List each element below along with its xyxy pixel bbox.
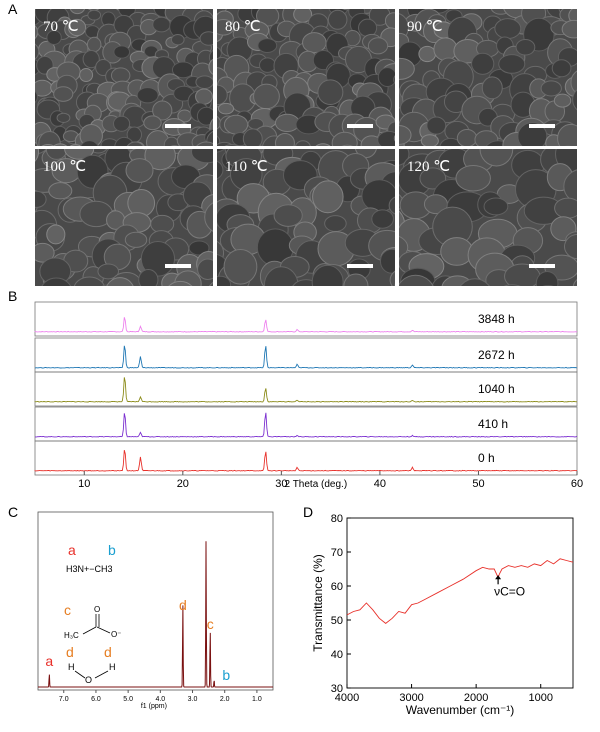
xrd-x-tick-label: 30 (275, 478, 287, 490)
sem-temperature-label: 80 ℃ (225, 19, 261, 35)
ftir-y-tick-label: 70 (331, 547, 343, 559)
sem-image: 90 ℃ (399, 9, 577, 146)
xrd-pattern-chart: 3848 h 2672 h 1040 h 410 h 0 h 10 20 30 40 50 60 2 … (34, 301, 583, 490)
panel-label-c: C (8, 504, 19, 520)
nmr-x-axis-label: f1 (ppm) (141, 703, 167, 710)
sem-grain-texture (399, 9, 577, 146)
acetate-bond (96, 626, 111, 634)
xrd-x-axis-label: 2 Theta (deg.) (285, 479, 348, 490)
xrd-trace-label: 0 h (478, 451, 495, 465)
xrd-x-tick-label: 10 (78, 478, 90, 490)
ftir-annotation-arrowhead (495, 575, 502, 580)
ftir-y-tick-label: 30 (331, 683, 343, 695)
xrd-trace (34, 345, 578, 369)
xrd-trace (34, 449, 578, 472)
scale-bar (347, 264, 373, 268)
sem-temperature-label: 110 ℃ (225, 159, 268, 175)
sem-image: 120 ℃ (399, 149, 577, 286)
ftir-x-tick-label: 4000 (335, 692, 359, 704)
sem-image: 110 ℃ (217, 149, 395, 286)
ftir-trace (346, 558, 574, 624)
ftir-y-tick-label: 40 (331, 649, 343, 661)
nmr-legend-d1: d (66, 644, 74, 660)
nmr-trace (38, 541, 273, 688)
water-bond (94, 670, 109, 679)
ftir-frame (346, 517, 574, 689)
xrd-trace-label: 3848 h (478, 312, 515, 326)
nmr-x-tick-label: 1.0 (252, 696, 262, 703)
nmr-legend-a: a (68, 542, 76, 558)
nmr-legend-c: c (64, 602, 71, 618)
ftir-annotation: νC=O (494, 585, 525, 599)
ftir-spectrum-chart: 30 40 50 60 70 80 4000 3000 2000 1000 Wavenumber (… (311, 513, 574, 717)
panel-label-b: B (8, 288, 18, 304)
ftir-x-tick-label: 3000 (399, 692, 423, 704)
nmr-x-tick-label: 7.0 (59, 696, 69, 703)
sem-image: 100 ℃ (35, 149, 213, 286)
ftir-x-tick-label: 1000 (528, 692, 552, 704)
xrd-x-tick-label: 50 (472, 478, 484, 490)
xrd-trace-frame (34, 371, 578, 407)
xrd-trace-frame (34, 440, 578, 476)
sem-temperature-label: 120 ℃ (407, 159, 451, 175)
panel-label-a: A (8, 1, 18, 17)
sem-grain-texture (399, 149, 577, 286)
nmr-x-tick-label: 2.0 (220, 696, 230, 703)
ftir-y-tick-label: 50 (331, 615, 343, 627)
methylammonium-structure: H3N+−CH3 (66, 564, 113, 574)
xrd-x-tick-label: 60 (571, 478, 583, 490)
nmr-legend-d2: d (104, 644, 112, 660)
acetate-oxygen: O (94, 605, 100, 614)
acetate-bond (82, 626, 97, 635)
xrd-trace-frame (34, 301, 578, 337)
xrd-x-tick-label: 40 (374, 478, 386, 490)
sem-temperature-label: 90 ℃ (407, 19, 443, 35)
xrd-trace-label: 2672 h (478, 348, 515, 362)
nmr-frame (37, 511, 274, 691)
scale-bar (529, 264, 555, 268)
water-bond (74, 670, 86, 679)
nmr-legend-b: b (108, 542, 116, 558)
scale-bar (165, 124, 191, 128)
sem-grain-texture (35, 149, 213, 286)
sem-grain-texture (217, 9, 395, 146)
xrd-trace-label: 410 h (478, 417, 508, 431)
acetate-oxygen-minus: O⁻ (111, 630, 121, 639)
ftir-x-tick-label: 2000 (464, 692, 488, 704)
ftir-x-axis-label: Wavenumber (cm⁻¹) (406, 703, 515, 717)
sem-temperature-label: 100 ℃ (43, 159, 87, 175)
nmr-x-tick-label: 4.0 (155, 696, 165, 703)
ftir-y-tick-label: 80 (331, 513, 343, 525)
xrd-trace (34, 412, 578, 438)
water-h1: H (68, 662, 75, 672)
xrd-trace (34, 377, 578, 403)
sem-temperature-label: 70 ℃ (43, 19, 79, 35)
nmr-x-tick-label: 6.0 (91, 696, 101, 703)
xrd-trace-label: 1040 h (478, 382, 515, 396)
nmr-peak-label: d (179, 597, 187, 613)
panel-label-d: D (303, 504, 314, 520)
water-oxygen: O (85, 675, 92, 685)
scale-bar (165, 264, 191, 268)
xrd-trace (34, 317, 578, 333)
nmr-peak-label: a (45, 653, 53, 669)
nmr-x-tick-label: 5.0 (123, 696, 133, 703)
sem-grain-texture (35, 9, 213, 146)
acetate-methyl: H₃C (64, 631, 79, 640)
sem-image: 70 ℃ (35, 9, 213, 146)
ftir-y-tick-label: 60 (331, 581, 343, 593)
nmr-peak-label: b (222, 667, 230, 683)
ftir-y-axis-label: Transmittance (%) (311, 554, 325, 652)
xrd-x-tick-label: 20 (177, 478, 189, 490)
nmr-x-tick-label: 3.0 (188, 696, 198, 703)
nmr-peak-label: c (207, 616, 214, 632)
sem-grain-texture (217, 149, 395, 286)
sem-image: 80 ℃ (217, 9, 395, 146)
scale-bar (529, 124, 555, 128)
scale-bar (347, 124, 373, 128)
water-h2: H (109, 662, 116, 672)
